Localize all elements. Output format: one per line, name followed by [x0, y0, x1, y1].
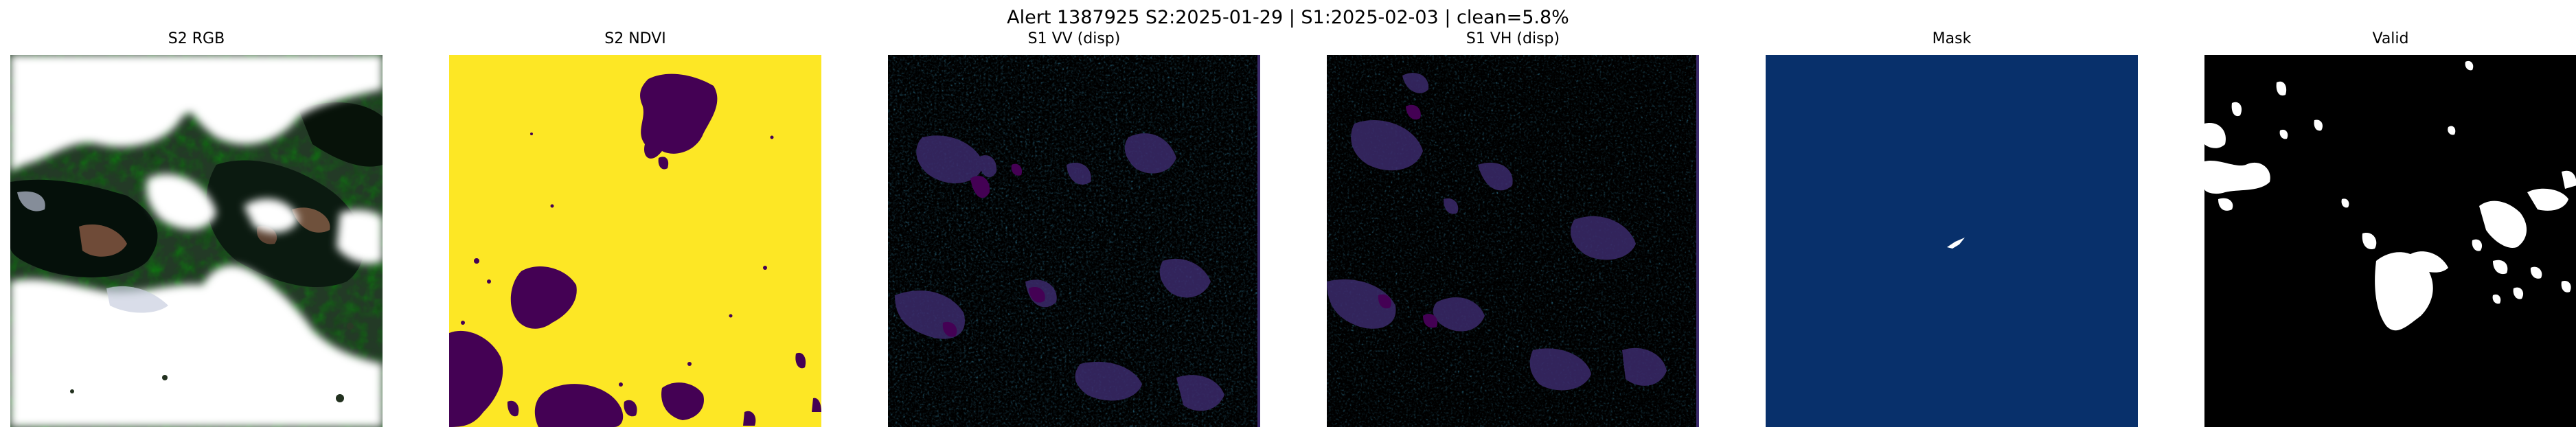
panel-title-s2-ndvi: S2 NDVI	[604, 30, 666, 47]
figure-title: Alert 1387925 S2:2025-01-29 | S1:2025-02…	[1007, 7, 1569, 28]
panel-mask: Mask	[1766, 30, 2138, 428]
panel-title-s2-rgb: S2 RGB	[168, 30, 225, 47]
panel-s1-vh: S1 VH (disp)	[1327, 30, 1699, 428]
panel-valid: Valid	[2204, 30, 2576, 428]
valid-image	[2204, 55, 2576, 427]
panel-s2-rgb: S2 RGB	[10, 30, 383, 428]
s1-vh-image	[1327, 55, 1699, 427]
mask-image	[1766, 55, 2138, 427]
panel-s2-ndvi: S2 NDVI	[449, 30, 821, 428]
s2-rgb-image	[10, 55, 383, 427]
s1-vv-image	[888, 55, 1260, 427]
panel-title-mask: Mask	[1932, 30, 1972, 47]
panel-title-s1-vh: S1 VH (disp)	[1466, 30, 1560, 47]
panel-title-valid: Valid	[2372, 30, 2409, 47]
panel-title-s1-vv: S1 VV (disp)	[1027, 30, 1121, 47]
panel-s1-vv: S1 VV (disp)	[888, 30, 1260, 428]
s2-ndvi-image	[449, 55, 821, 427]
